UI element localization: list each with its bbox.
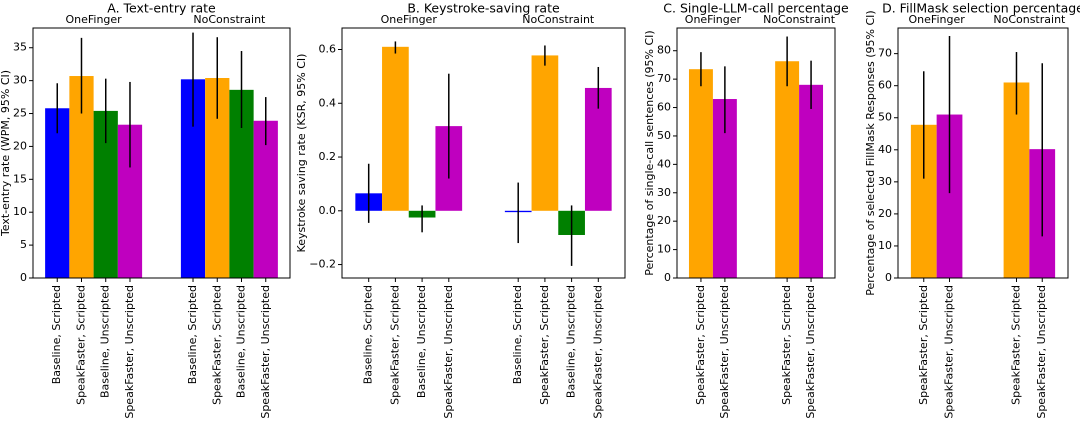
y-tick-label: 40 [878,143,892,156]
y-tick-label: 10 [13,205,27,218]
y-tick-label: 35 [13,41,27,54]
bar [1003,82,1030,278]
chart-title: D. FillMask selection percentage [882,1,1080,16]
y-axis-label: Text-entry rate (WPM, 95% CI) [0,70,12,237]
x-tick-label: Baseline, Scripted [511,285,524,384]
chart-title: B. Keystroke-saving rate [407,1,560,16]
x-tick-label: SpeakFaster, Unscripted [259,285,272,419]
y-tick-label: 30 [13,74,27,87]
bar [531,55,559,211]
y-tick-label: 10 [878,239,892,252]
bar [45,108,70,279]
bar [382,46,409,211]
bar [799,84,824,279]
group-label: OneFinger [381,13,438,26]
y-tick-label: 80 [657,44,671,57]
x-tick-label: SpeakFaster, Scripted [210,285,223,405]
x-tick-label: SpeakFaster, Scripted [917,285,930,405]
y-axis-label: Keystroke saving rate (KSR, 95% CI) [295,54,308,253]
y-axis-label: Percentage of selected FillMask Response… [864,10,877,295]
y-tick-label: 70 [878,47,892,60]
y-tick-label: −0.2 [309,258,336,271]
y-tick-label: 60 [657,101,671,114]
y-tick-label: 30 [657,186,671,199]
y-tick-label: 60 [878,79,892,92]
y-tick-label: 25 [13,107,27,120]
axes-frame [341,27,626,279]
x-tick-label: SpeakFaster, Unscripted [718,285,731,419]
x-tick-label: Baseline, Unscripted [415,285,428,398]
y-tick-label: 10 [657,243,671,256]
x-tick-label: SpeakFaster, Unscripted [591,285,604,419]
bar [688,69,713,279]
bar [712,99,737,278]
y-tick-label: 50 [878,111,892,124]
x-tick-label: Baseline, Unscripted [99,285,112,398]
y-tick-label: 20 [13,139,27,152]
group-label: OneFinger [65,13,122,26]
y-tick-label: 0 [885,271,892,284]
x-tick-label: SpeakFaster, Unscripted [1035,285,1048,419]
y-tick-label: 0.6 [319,43,337,56]
group-label: OneFinger [685,13,742,26]
x-tick-label: Baseline, Unscripted [235,285,248,398]
bar [253,120,278,279]
y-tick-label: 0 [20,271,27,284]
x-tick-label: SpeakFaster, Scripted [694,285,707,405]
y-tick-label: 20 [657,214,671,227]
group-label: OneFinger [909,13,966,26]
x-tick-label: SpeakFaster, Scripted [538,285,551,405]
bar [775,61,800,279]
x-tick-label: SpeakFaster, Unscripted [442,285,455,419]
axes-frame [897,27,1069,279]
x-tick-label: SpeakFaster, Scripted [780,285,793,405]
y-tick-label: 0.2 [319,150,337,163]
y-tick-label: 50 [657,129,671,142]
x-tick-label: Baseline, Scripted [50,285,63,384]
x-tick-label: SpeakFaster, Scripted [74,285,87,405]
y-tick-label: 70 [657,72,671,85]
y-tick-label: 30 [878,175,892,188]
axes-frame [676,27,836,279]
x-tick-label: SpeakFaster, Unscripted [123,285,136,419]
x-tick-label: SpeakFaster, Scripted [388,285,401,405]
axes-frame [32,27,291,279]
y-tick-label: 15 [13,172,27,185]
group-label: NoConstraint [993,13,1066,26]
x-tick-label: Baseline, Unscripted [565,285,578,398]
x-tick-label: Baseline, Scripted [362,285,375,384]
y-tick-label: 0 [664,271,671,284]
y-tick-label: 5 [20,238,27,251]
x-tick-label: Baseline, Scripted [186,285,199,384]
y-tick-label: 20 [878,207,892,220]
x-tick-label: SpeakFaster, Unscripted [804,285,817,419]
group-label: NoConstraint [763,13,836,26]
y-tick-label: 40 [657,157,671,170]
chart-title: A. Text-entry rate [107,1,216,16]
group-label: NoConstraint [193,13,266,26]
x-tick-label: SpeakFaster, Unscripted [943,285,956,419]
y-tick-label: 0.0 [319,204,337,217]
y-tick-label: 0.4 [319,96,337,109]
chart-title: C. Single-LLM-call percentage [663,1,849,16]
y-axis-label: Percentage of single-call sentences (95%… [643,30,656,275]
group-label: NoConstraint [522,13,595,26]
x-tick-label: SpeakFaster, Scripted [1009,285,1022,405]
